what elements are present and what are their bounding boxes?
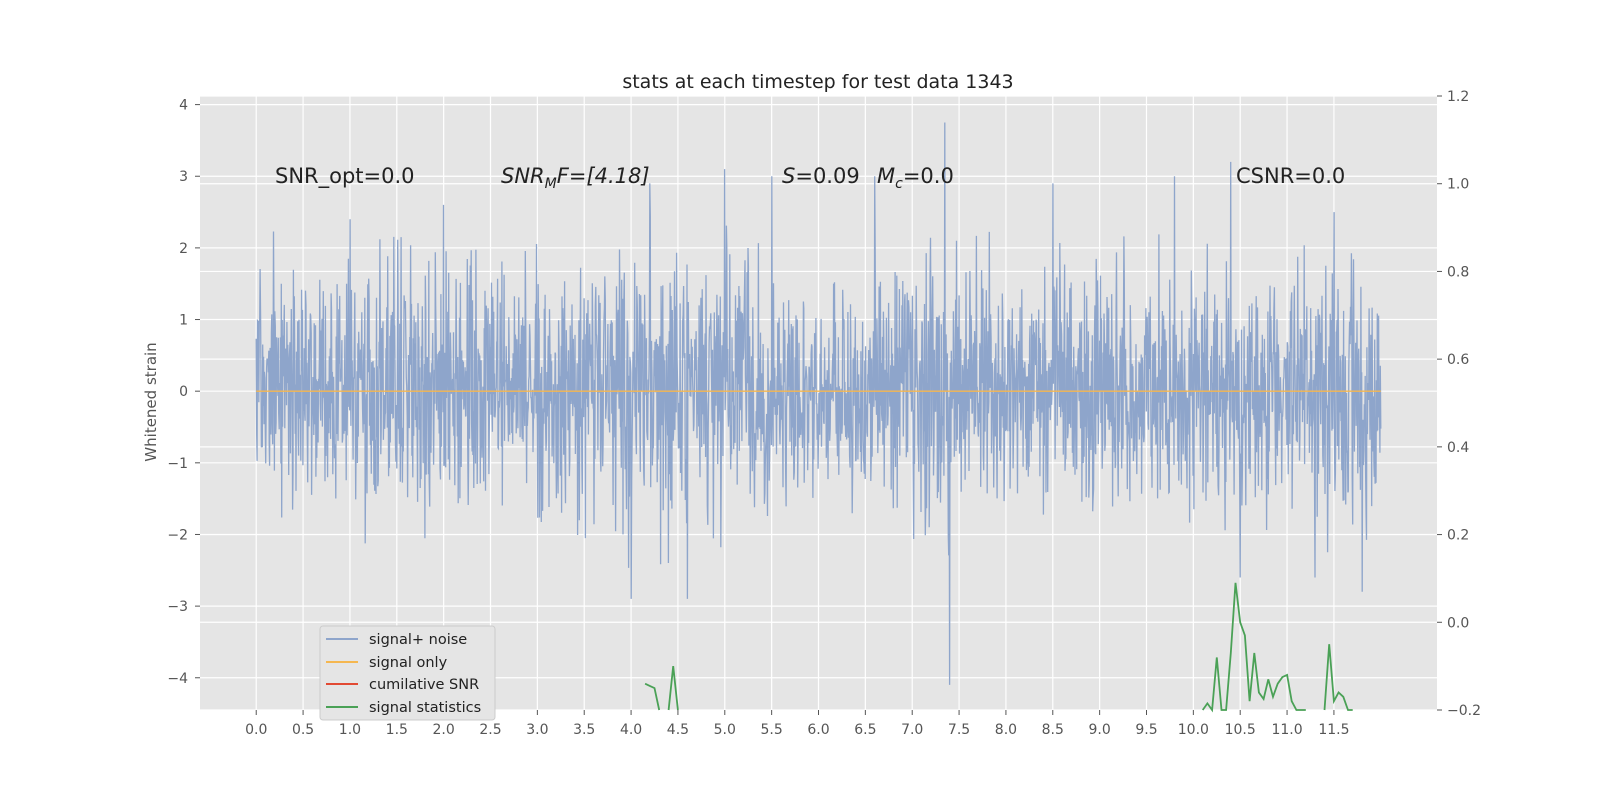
x-tick-label: 11.5 xyxy=(1318,722,1349,738)
x-tick-label: 0.0 xyxy=(245,722,267,738)
x-tick-label: 2.5 xyxy=(479,722,501,738)
x-tick-label: 9.0 xyxy=(1089,722,1111,738)
y-axis-label: Whitened strain xyxy=(142,342,160,461)
x-tick-label: 3.5 xyxy=(573,722,595,738)
y-tick-label: −1 xyxy=(167,456,188,472)
signal-statistics-line xyxy=(644,682,661,711)
y-tick-label: 0 xyxy=(179,384,188,400)
y-tick-label: 1 xyxy=(179,313,188,329)
x-tick-label: 10.5 xyxy=(1225,722,1256,738)
legend-entry-signal-noise: signal+ noise xyxy=(326,632,467,648)
x-tick-label: 11.0 xyxy=(1271,722,1302,738)
x-tick-label: 7.5 xyxy=(948,722,970,738)
annotations: SNR_opt=0.0 SNRMF=[4.18] S=0.09 Mc=0.0 C… xyxy=(275,164,1345,192)
x-tick-label: 4.5 xyxy=(667,722,689,738)
signal-noise-series xyxy=(255,122,1382,685)
snr-mf-main: SNR xyxy=(501,164,545,188)
x-tick-label: 3.0 xyxy=(526,722,548,738)
x-tick-label: 10.0 xyxy=(1178,722,1209,738)
mc-rest: =0.0 xyxy=(903,164,954,188)
chart-title: stats at each timestep for test data 134… xyxy=(622,71,1013,93)
signal-statistics-line xyxy=(1201,582,1306,713)
legend-label: signal statistics xyxy=(369,700,481,716)
y2-tick-label: 0.2 xyxy=(1447,528,1469,544)
signal-statistics-line xyxy=(1323,644,1353,711)
x-tick-label: 7.0 xyxy=(901,722,923,738)
legend-label: cumilative SNR xyxy=(369,677,479,693)
y-tick-label: −3 xyxy=(167,599,188,615)
x-tick-label: 2.0 xyxy=(433,722,455,738)
x-tick-label: 1.0 xyxy=(339,722,361,738)
y2-tick-label: 0.6 xyxy=(1447,352,1469,368)
snr-mf-rest: F=[4.18] xyxy=(557,164,650,188)
x-tick-label: 5.5 xyxy=(761,722,783,738)
y-tick-label: 2 xyxy=(179,241,188,257)
x-axis-ticks: 0.0 0.5 1.0 1.5 2.0 2.5 3.0 3.5 4.0 4.5 5.0 5.5 6.0 6… xyxy=(245,710,1350,738)
legend-entry-signal-statistics: signal statistics xyxy=(326,700,481,716)
y-tick-label: 3 xyxy=(179,169,188,185)
signal-noise-line xyxy=(255,122,1382,685)
mc-annotation: Mc=0.0 xyxy=(877,164,954,192)
y-tick-label: 4 xyxy=(179,98,188,114)
mc-sub: c xyxy=(895,176,903,192)
legend-box xyxy=(319,625,496,721)
y2-tick-label: 1.0 xyxy=(1447,177,1469,193)
y2-tick-label: 0.8 xyxy=(1447,264,1469,280)
legend: signal+ noise signal only cumilative SNR… xyxy=(319,625,496,721)
x-tick-label: 6.5 xyxy=(854,722,876,738)
x-tick-label: 6.0 xyxy=(807,722,829,738)
y2-tick-label: 0.4 xyxy=(1447,440,1469,456)
x-tick-label: 8.0 xyxy=(995,722,1017,738)
mc-main: M xyxy=(877,164,895,188)
legend-entry-cumulative-snr: cumilative SNR xyxy=(326,677,479,693)
s-main: S xyxy=(782,164,795,188)
y-tick-label: −2 xyxy=(167,527,188,543)
x-tick-label: 9.5 xyxy=(1135,722,1157,738)
csnr-annotation: CSNR=0.0 xyxy=(1236,164,1345,188)
x-tick-label: 0.5 xyxy=(292,722,314,738)
snr-mf-annotation: SNRMF=[4.18] xyxy=(501,164,650,192)
legend-label: signal only xyxy=(369,655,448,671)
signal-statistics-series xyxy=(644,582,1353,713)
s-annotation: S=0.09 xyxy=(782,164,860,188)
legend-label: signal+ noise xyxy=(369,632,467,648)
y-tick-label: −4 xyxy=(167,671,188,687)
snr-opt-annotation: SNR_opt=0.0 xyxy=(275,164,415,189)
y-axis-ticks: 4 3 2 1 0 −1 −2 −3 −4 xyxy=(167,98,200,687)
y2-tick-label: 1.2 xyxy=(1447,89,1469,105)
x-tick-label: 1.5 xyxy=(386,722,408,738)
signal-statistics-line xyxy=(667,666,679,711)
x-tick-label: 4.0 xyxy=(620,722,642,738)
x-tick-label: 8.5 xyxy=(1042,722,1064,738)
y2-tick-label: −0.2 xyxy=(1447,703,1481,719)
y2-axis-ticks: 1.2 1.0 0.8 0.6 0.4 0.2 0.0 −0.2 xyxy=(1437,89,1481,719)
snr-mf-sub: M xyxy=(545,176,557,192)
x-tick-label: 5.0 xyxy=(714,722,736,738)
y2-tick-label: 0.0 xyxy=(1447,615,1469,631)
s-rest: =0.09 xyxy=(795,164,859,188)
legend-entry-signal-only: signal only xyxy=(326,655,448,671)
